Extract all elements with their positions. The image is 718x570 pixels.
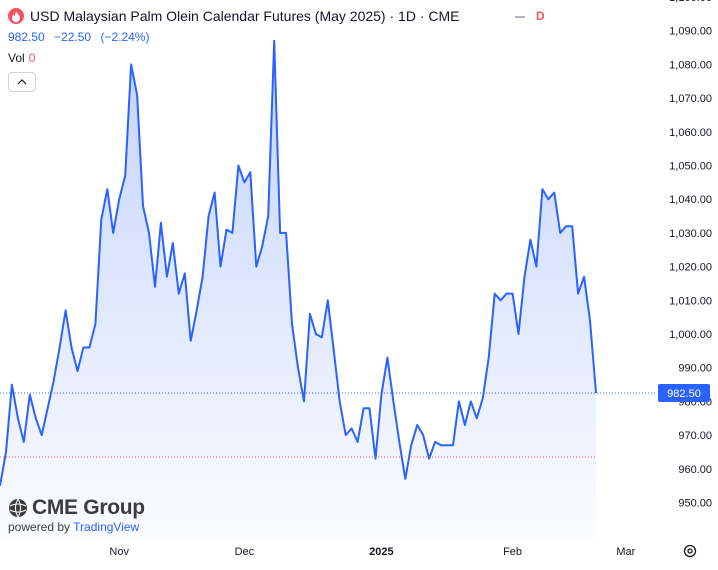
separator-dash (515, 16, 525, 18)
price-line (0, 39, 597, 486)
flame-icon (8, 8, 24, 24)
gear-icon[interactable] (682, 543, 698, 559)
chevron-up-icon (17, 79, 27, 85)
x-tick-label: 2025 (369, 546, 393, 558)
y-tick-label: 1,100.00 (669, 0, 712, 4)
cme-logo-text: CME Group (32, 496, 145, 519)
price-area (0, 40, 596, 539)
x-tick-label: Nov (109, 546, 129, 558)
volume-value: 0 (28, 51, 36, 65)
powered-by-text: powered by (8, 520, 71, 534)
y-tick-label: 1,070.00 (669, 93, 712, 105)
symbol-title[interactable]: USD Malaysian Palm Olein Calendar Future… (30, 8, 460, 24)
y-tick-label: 1,030.00 (669, 228, 712, 240)
last-price-badge (658, 383, 710, 402)
last-price-label: 982.50 (667, 388, 701, 400)
y-tick-label: 1,060.00 (669, 127, 712, 139)
y-tick-label: 1,040.00 (669, 194, 712, 206)
y-tick-label: 1,090.00 (669, 26, 712, 38)
powered-by[interactable]: powered by TradingView (8, 520, 139, 534)
y-tick-label: 990.00 (678, 363, 712, 375)
volume-readout: Vol 0 (8, 51, 35, 65)
y-tick-label: 1,010.00 (669, 295, 712, 307)
collapse-legend-button[interactable] (8, 72, 36, 92)
chart-header: USD Malaysian Palm Olein Calendar Future… (8, 8, 459, 24)
price-change-pct: (−2.24%) (100, 30, 150, 44)
delayed-badge[interactable]: D (536, 9, 545, 23)
price-readout: 982.50 −22.50 (−2.24%) (8, 30, 155, 44)
y-tick-label: 1,020.00 (669, 262, 712, 274)
cme-logo[interactable]: CME Group (8, 496, 145, 520)
cme-globe-icon (9, 498, 27, 518)
y-tick-label: 1,080.00 (669, 59, 712, 71)
x-tick-label: Feb (503, 546, 522, 558)
y-tick-label: 1,050.00 (669, 161, 712, 173)
y-tick-label: 950.00 (678, 498, 712, 510)
volume-label: Vol (8, 51, 25, 65)
price-change: −22.50 (54, 30, 92, 44)
y-tick-label: 970.00 (678, 430, 712, 442)
tradingview-link[interactable]: TradingView (73, 520, 140, 534)
x-tick-label: Dec (235, 546, 255, 558)
last-price: 982.50 (8, 30, 45, 44)
x-tick-label: Mar (616, 546, 635, 558)
y-tick-label: 1,000.00 (669, 329, 712, 341)
y-tick-label: 960.00 (678, 464, 712, 476)
